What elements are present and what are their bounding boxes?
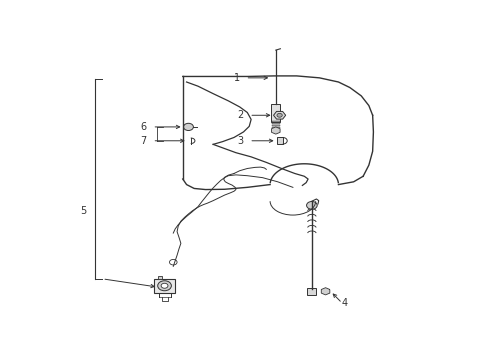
Bar <box>271 104 280 122</box>
Bar <box>158 276 162 279</box>
Circle shape <box>161 283 168 288</box>
Bar <box>154 279 175 293</box>
Bar <box>272 125 280 126</box>
Text: 7: 7 <box>141 136 147 146</box>
Text: 6: 6 <box>141 122 147 132</box>
Polygon shape <box>271 127 280 134</box>
Circle shape <box>307 202 317 209</box>
Circle shape <box>184 123 194 131</box>
Circle shape <box>170 260 177 265</box>
Bar <box>307 288 317 296</box>
Circle shape <box>158 281 172 291</box>
Bar <box>272 121 280 122</box>
Bar <box>276 138 283 144</box>
Polygon shape <box>321 288 330 295</box>
Circle shape <box>277 113 282 117</box>
Text: 1: 1 <box>234 73 240 83</box>
Text: 2: 2 <box>237 110 244 120</box>
Text: 4: 4 <box>342 298 348 308</box>
Text: 5: 5 <box>80 206 86 216</box>
Polygon shape <box>273 112 286 119</box>
Bar <box>272 127 280 128</box>
Bar <box>272 123 280 125</box>
Text: 3: 3 <box>237 136 244 146</box>
